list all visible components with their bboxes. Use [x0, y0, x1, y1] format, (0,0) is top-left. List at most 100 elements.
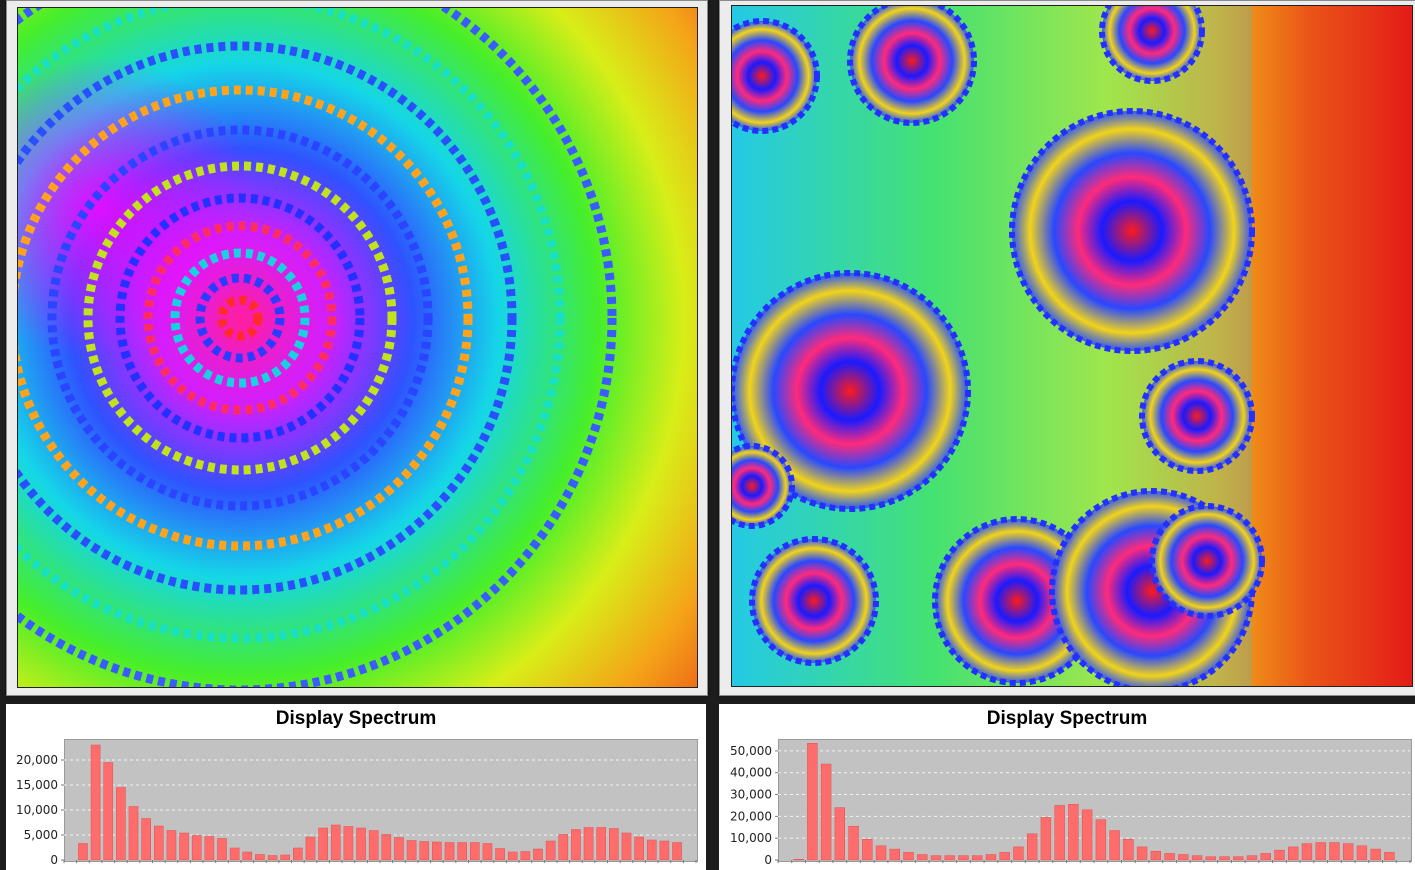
y-tick-label: 15,000 — [16, 778, 58, 792]
spectrum-bar — [293, 847, 303, 861]
spectrum-bar — [917, 854, 928, 861]
y-tick-label: 20,000 — [16, 753, 58, 767]
right-fractal-canvas[interactable] — [731, 5, 1413, 687]
left-chart-title: Display Spectrum — [275, 708, 437, 729]
y-tick-label: 10,000 — [730, 831, 772, 845]
spectrum-bar — [1040, 817, 1052, 861]
spectrum-bar — [1274, 849, 1285, 861]
spectrum-bar — [280, 854, 291, 861]
spectrum-bar — [944, 855, 955, 861]
spectrum-bar — [217, 838, 227, 861]
spectrum-bar — [1109, 830, 1120, 861]
spectrum-bar — [343, 826, 354, 861]
spectrum-bar — [1246, 855, 1258, 861]
spectrum-bar — [659, 840, 670, 861]
spectrum-bar — [432, 841, 442, 861]
spectrum-bar — [255, 854, 265, 861]
spectrum-bar — [116, 787, 126, 861]
spectrum-bar — [1329, 842, 1340, 861]
spectrum-bar — [1191, 855, 1203, 861]
right-chart-title: Display Spectrum — [986, 708, 1148, 729]
spectrum-bar — [1288, 846, 1299, 861]
spectrum-bar — [191, 835, 202, 861]
spectrum-bar — [1356, 845, 1368, 861]
spectrum-bar — [495, 848, 505, 861]
left-spectrum-chart: 0 5,000 10,000 15,000 20,000 — [16, 744, 697, 867]
spectrum-bar — [533, 848, 543, 861]
spectrum-bar — [848, 825, 859, 861]
spectrum-bar — [985, 854, 997, 861]
spectrum-bar — [1301, 843, 1313, 861]
spectrum-bar — [78, 843, 88, 861]
right-fractal-window — [719, 0, 1415, 696]
y-tick-label: 50,000 — [730, 744, 772, 758]
spectrum-bar — [381, 834, 392, 861]
spectrum-bar — [330, 824, 341, 861]
spectrum-bar — [229, 847, 240, 861]
spectrum-bar — [1123, 839, 1134, 861]
spectrum-bar — [394, 837, 404, 861]
spectrum-bar — [972, 855, 983, 861]
spectrum-bar — [889, 848, 900, 861]
spectrum-bar — [558, 834, 569, 861]
left-fractal-canvas[interactable] — [17, 7, 698, 688]
spectrum-bar — [1081, 809, 1093, 861]
spectrum-bar — [520, 851, 531, 861]
spectrum-bar — [1205, 856, 1216, 861]
spectrum-bar — [1219, 856, 1230, 861]
y-tick-label: 0 — [50, 853, 58, 867]
spectrum-bar — [179, 832, 189, 861]
spectrum-bar — [583, 827, 594, 861]
spectrum-bar — [545, 840, 556, 861]
spectrum-bar — [596, 827, 607, 861]
spectrum-bar — [1068, 804, 1079, 861]
spectrum-bar — [103, 762, 114, 861]
spectrum-bar — [1178, 854, 1189, 861]
spectrum-bar — [90, 744, 101, 861]
spectrum-bar — [793, 859, 804, 861]
spectrum-bar — [646, 839, 657, 861]
spectrum-bar — [444, 842, 455, 861]
spectrum-bar — [820, 763, 832, 861]
spectrum-bar — [1384, 852, 1395, 861]
spectrum-bar — [999, 852, 1010, 861]
spectrum-bar — [930, 855, 942, 861]
y-tick-label: 10,000 — [16, 803, 58, 817]
spectrum-bar — [469, 842, 480, 861]
spectrum-bar — [318, 827, 328, 861]
spectrum-bar — [1150, 851, 1162, 861]
spectrum-bar — [204, 836, 215, 861]
right-fractal-image — [732, 6, 1412, 686]
spectrum-bar — [958, 855, 969, 861]
y-tick-label: 0 — [764, 853, 772, 867]
spectrum-bar — [1054, 805, 1065, 861]
spectrum-bar — [356, 827, 366, 861]
spectrum-bar — [1315, 842, 1326, 861]
y-tick-label: 30,000 — [730, 788, 772, 802]
y-tick-label: 5,000 — [24, 828, 58, 842]
y-tick-label: 20,000 — [730, 809, 772, 823]
spectrum-bar — [609, 828, 619, 861]
spectrum-bar — [1026, 833, 1038, 861]
spectrum-bar — [457, 842, 467, 861]
spectrum-bar — [419, 841, 430, 861]
spectrum-bar — [128, 806, 139, 861]
spectrum-bar — [834, 807, 846, 861]
spectrum-bar — [242, 851, 253, 861]
spectrum-bar — [406, 840, 417, 861]
spectrum-bar — [1164, 853, 1175, 861]
spectrum-bar — [621, 832, 632, 861]
spectrum-bar — [875, 845, 887, 861]
spectrum-bar — [267, 855, 278, 861]
spectrum-bar — [1342, 843, 1354, 861]
spectrum-bar — [166, 830, 177, 861]
spectrum-bar — [903, 852, 914, 861]
spectrum-bar — [634, 836, 644, 861]
spectrum-bar — [672, 842, 682, 861]
spectrum-bar — [305, 836, 316, 861]
spectrum-bar — [1260, 853, 1271, 861]
spectrum-bar — [153, 825, 164, 861]
left-spectrum-panel: Display Spectrum 0 5,000 10,000 15,000 20,00… — [6, 704, 706, 870]
spectrum-bar — [507, 851, 518, 861]
right-spectrum-panel: Display Spectrum 0 10,000 20,000 30,000 40,0… — [719, 704, 1415, 870]
